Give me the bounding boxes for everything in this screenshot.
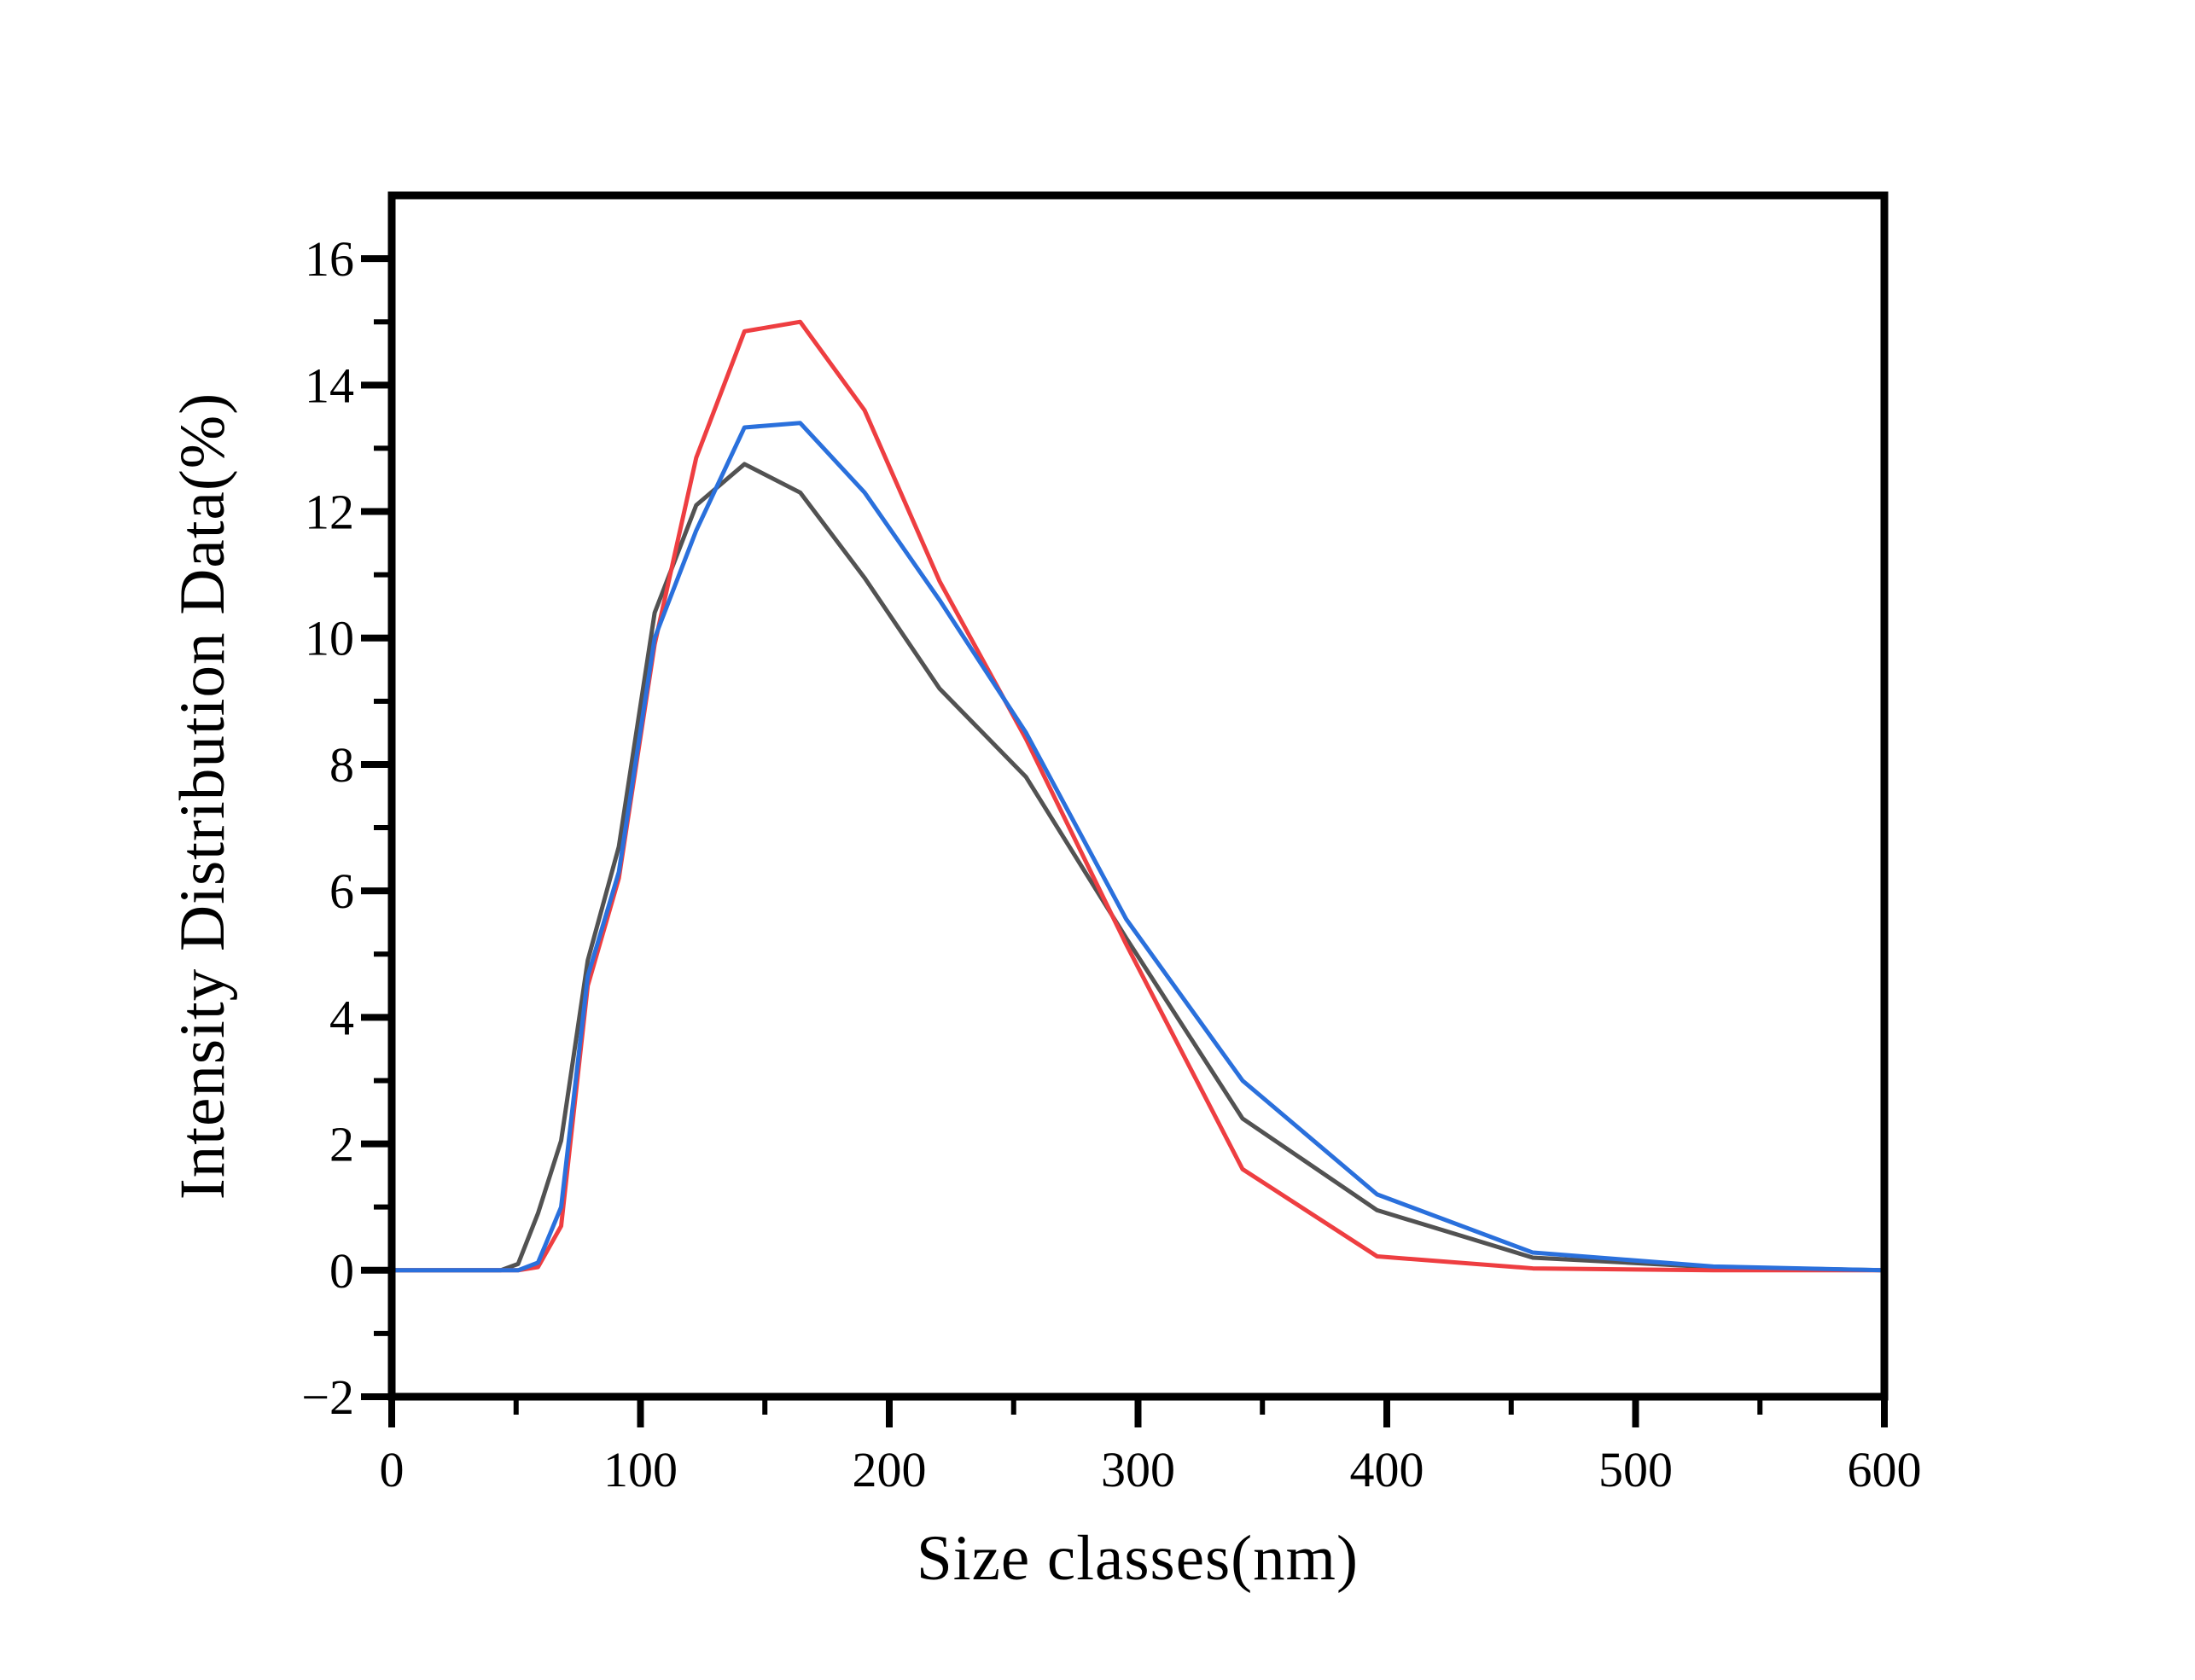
y-tick-label: 14 (305, 358, 354, 413)
y-tick-label: 16 (305, 231, 354, 287)
x-tick-label: 0 (380, 1442, 405, 1497)
series-red-line (392, 319, 1884, 1273)
axis-tick-labels: 0 100 200 300 400 500 600 −2 0 2 4 6 8 10 12 14 16 (301, 231, 1921, 1497)
x-tick-label: 100 (603, 1442, 678, 1497)
plot-border (387, 191, 1889, 1401)
y-tick-label: 10 (305, 611, 354, 666)
x-axis-title: Size classes(nm) (917, 1523, 1359, 1594)
y-tick-label: 6 (329, 863, 354, 919)
y-tick-label: 8 (329, 737, 354, 793)
y-tick-label: 2 (329, 1117, 354, 1172)
axis-ticks (361, 255, 1888, 1427)
series-blue-line (392, 421, 1885, 1273)
series-lines (392, 319, 1885, 1273)
x-tick-label: 200 (853, 1442, 927, 1497)
y-tick-label: 12 (305, 485, 354, 540)
x-tick-label: 600 (1848, 1442, 1922, 1497)
x-tick-label: 400 (1350, 1442, 1424, 1497)
x-tick-label: 500 (1598, 1442, 1673, 1497)
x-tick-label: 300 (1101, 1442, 1175, 1497)
y-tick-label: 4 (329, 990, 354, 1045)
y-tick-label: 0 (329, 1243, 354, 1299)
y-tick-label: −2 (301, 1369, 354, 1425)
y-axis-title: Intensity Distribution Data(%) (167, 392, 238, 1200)
series-black-line (392, 462, 1885, 1273)
